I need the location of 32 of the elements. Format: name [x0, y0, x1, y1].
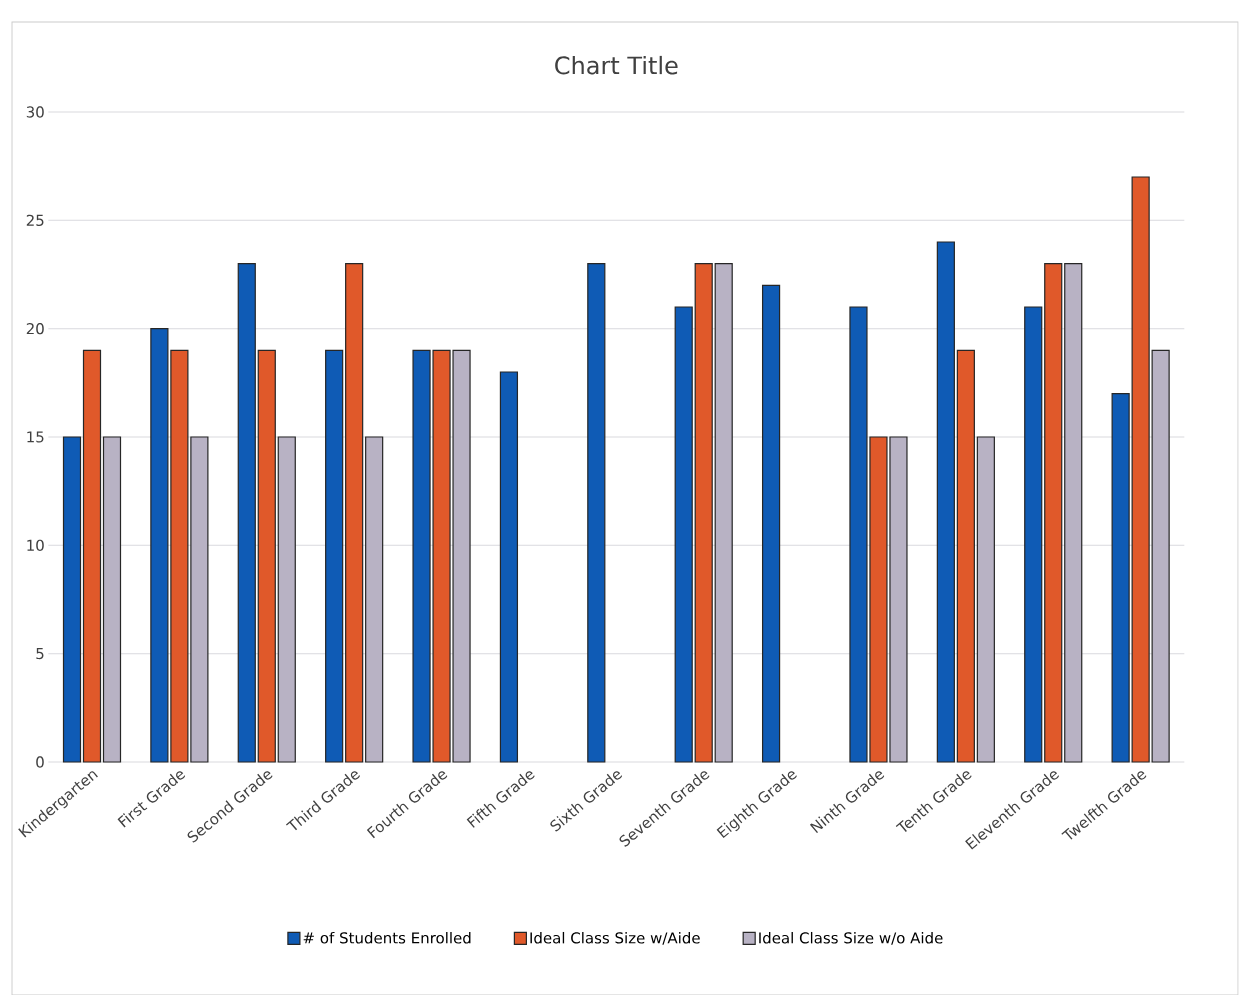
bar	[1024, 306, 1043, 763]
bar	[345, 263, 364, 763]
bar	[956, 349, 975, 763]
y-tick-label: 30	[26, 106, 44, 118]
bar	[365, 436, 384, 763]
bar	[102, 436, 122, 763]
bar	[277, 436, 296, 763]
bar	[674, 306, 693, 763]
bar	[587, 263, 606, 763]
legend-label: Ideal Class Size w/Aide	[530, 931, 700, 945]
bar	[257, 349, 276, 763]
bar	[1064, 263, 1083, 763]
bar	[499, 371, 519, 763]
bar	[62, 436, 82, 763]
bar	[694, 263, 713, 763]
bar	[936, 241, 955, 763]
bar	[1044, 263, 1063, 763]
y-tick-label: 5	[36, 648, 44, 660]
chart-title: Chart Title	[555, 55, 678, 75]
legend-label: # of Students Enrolled	[303, 931, 471, 944]
bar	[714, 263, 733, 763]
bar	[976, 436, 995, 763]
y-tick-label: 25	[26, 214, 44, 227]
y-tick-label: 15	[27, 431, 44, 443]
y-tick-label: 20	[26, 322, 44, 335]
bar	[82, 349, 102, 763]
y-tick-label: 10	[27, 539, 44, 552]
bar	[761, 284, 781, 763]
bar	[325, 349, 344, 763]
bar	[237, 263, 256, 763]
y-tick-label: 0	[36, 756, 44, 768]
legend-label: Ideal Class Size w/o Aide	[759, 931, 943, 945]
